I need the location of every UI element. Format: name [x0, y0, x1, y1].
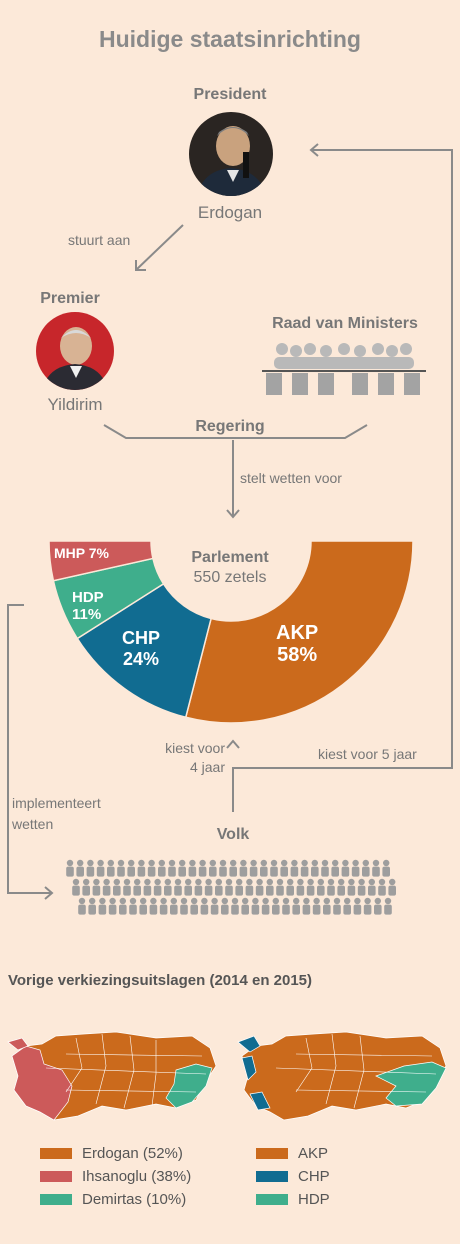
arrow-label-implementeert: implementeert wetten [12, 793, 101, 835]
arrow-label-stuurt-aan: stuurt aan [68, 232, 131, 248]
map-presidential [7, 1031, 217, 1121]
page-title: Huidige staatsinrichting [99, 26, 361, 52]
seat-label-akp: AKP 58% [276, 622, 318, 666]
seat-name-chp: CHP [122, 628, 161, 648]
kiest-4-line2: 4 jaar [189, 759, 225, 775]
legend-item: Erdogan (52%) [40, 1142, 191, 1165]
legend-item: CHP [256, 1165, 330, 1188]
map-parliamentary [237, 1031, 447, 1121]
legend-label-erdogan: Erdogan (52%) [82, 1145, 183, 1162]
seat-name-akp: AKP [276, 622, 319, 644]
premier-role: Premier [40, 290, 100, 307]
implementeert-line1: implementeert [12, 795, 101, 811]
legend-item: HDP [256, 1188, 330, 1211]
previous-title: Vorige verkiezingsuitslagen (2014 en 201… [8, 972, 313, 989]
legend-item: Ihsanoglu (38%) [40, 1165, 191, 1188]
arrow-label-stelt-wetten: stelt wetten voor [240, 470, 342, 486]
legend-parliamentary: AKP CHP HDP [256, 1142, 330, 1211]
legend-label-ihsanoglu: Ihsanoglu (38%) [82, 1168, 192, 1185]
president-role: President [193, 86, 267, 103]
regering-label: Regering [195, 418, 265, 435]
legend-swatch-demirtas [40, 1194, 72, 1205]
president-name: Erdogan [197, 203, 263, 222]
legend-label-chp: CHP [298, 1168, 330, 1185]
seat-label-hdp: HDP 11% [72, 589, 104, 623]
seat-slice-akp [184, 540, 414, 724]
seat-slice-mhp [48, 540, 154, 582]
premier-name: Yildirim [47, 395, 103, 414]
legend-label-hdp: HDP [298, 1191, 330, 1208]
legend-swatch-chp [256, 1171, 288, 1182]
legend-swatch-ihsanoglu [40, 1171, 72, 1182]
legend-label-demirtas: Demirtas (10%) [82, 1191, 187, 1208]
seat-pct-chp: 24% [122, 649, 160, 669]
legend-label-akp: AKP [298, 1145, 329, 1162]
cabinet-icon [262, 343, 426, 395]
kiest-4-line1: kiest voor [165, 740, 225, 756]
connector-lines [7, 143, 453, 900]
parliament-chart [48, 540, 414, 724]
legend-swatch-akp [256, 1148, 288, 1159]
legend-item: AKP [256, 1142, 330, 1165]
cabinet-label: Raad van Ministers [272, 315, 418, 332]
president-photo [189, 112, 273, 196]
seat-label-mhp: MHP 7% [54, 545, 109, 561]
legend-item: Demirtas (10%) [40, 1188, 191, 1211]
seat-pct-hdp: 11% [72, 606, 102, 623]
parliament-subtitle: 550 zetels [193, 569, 267, 586]
arrow-label-kiest-5: kiest voor 5 jaar [318, 746, 417, 762]
legend-swatch-hdp [256, 1194, 288, 1205]
legend-presidential: Erdogan (52%) Ihsanoglu (38%) Demirtas (… [40, 1142, 191, 1211]
seat-name-hdp: HDP [72, 589, 104, 606]
premier-photo [36, 312, 114, 390]
arrow-label-kiest-4: kiest voor 4 jaar [147, 739, 225, 777]
seat-pct-akp: 58% [277, 644, 318, 666]
legend-swatch-erdogan [40, 1148, 72, 1159]
seat-label-chp: CHP 24% [122, 628, 160, 670]
people-icon [66, 859, 396, 915]
implementeert-line2: wetten [12, 816, 54, 832]
volk-label: Volk [216, 826, 250, 843]
parliament-title: Parlement [191, 549, 269, 566]
